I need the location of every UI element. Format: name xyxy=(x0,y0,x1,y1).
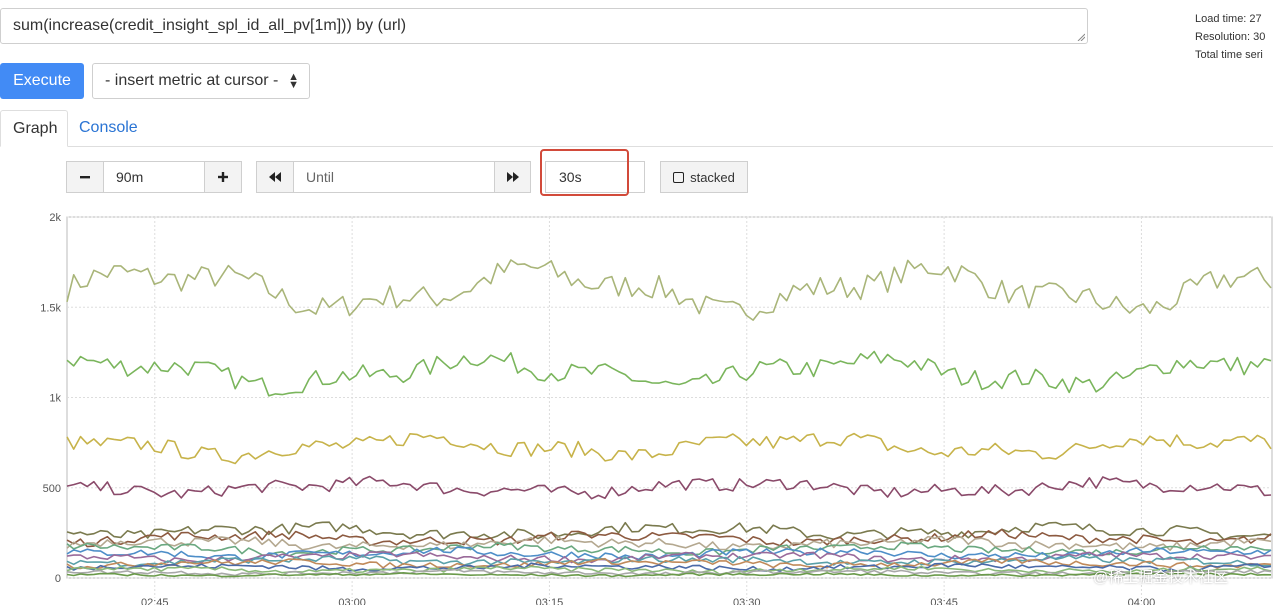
x-tick-label: 03:00 xyxy=(338,597,366,605)
x-tick-label: 03:45 xyxy=(930,597,958,605)
insert-metric-label: - insert metric at cursor - xyxy=(105,72,279,89)
total-series-stat: Total time seri xyxy=(1195,49,1263,61)
execute-button[interactable]: Execute xyxy=(0,63,84,99)
annotation-highlight-box xyxy=(540,149,629,196)
load-time: Load time: 27 xyxy=(1195,13,1262,25)
stacked-toggle-button[interactable]: stacked xyxy=(660,161,748,193)
y-tick-label: 2k xyxy=(49,212,61,224)
until-input[interactable]: Until xyxy=(294,161,494,193)
plus-icon xyxy=(218,172,228,182)
y-tick-label: 1k xyxy=(49,393,61,405)
resize-grip-icon[interactable] xyxy=(1077,33,1085,41)
increase-range-button[interactable] xyxy=(204,161,242,193)
y-tick-label: 0 xyxy=(55,573,61,585)
graph-chart[interactable]: 0 500 1k 1.5k 2k 02:45 03:00 03:15 03:30 03:45 04:… xyxy=(0,205,1273,605)
tab-graph[interactable]: Graph xyxy=(0,110,68,147)
minus-icon xyxy=(80,176,90,179)
earlier-button[interactable] xyxy=(256,161,294,193)
checkbox-icon xyxy=(673,171,685,183)
stacked-label: stacked xyxy=(690,169,735,185)
x-tick-label: 04:00 xyxy=(1128,597,1156,605)
y-tick-label: 1.5k xyxy=(40,302,61,314)
series-line xyxy=(66,551,1272,564)
select-updown-icon: ▲ ▼ xyxy=(288,71,299,91)
series-line xyxy=(66,432,1272,465)
forward-icon xyxy=(506,172,519,182)
series-line xyxy=(66,350,1272,397)
expression-text: sum(increase(credit_insight_spl_id_all_p… xyxy=(13,17,407,34)
x-tick-label: 03:15 xyxy=(536,597,564,605)
insert-metric-select[interactable]: - insert metric at cursor - ▲ ▼ xyxy=(92,63,310,99)
series-line xyxy=(66,565,1272,575)
series-line xyxy=(66,475,1272,500)
range-input[interactable]: 90m xyxy=(104,161,204,193)
resolution-stat: Resolution: 30 xyxy=(1195,31,1266,43)
decrease-range-button[interactable] xyxy=(66,161,104,193)
series-line xyxy=(66,571,1272,578)
later-button[interactable] xyxy=(494,161,531,193)
series-line xyxy=(66,535,1272,552)
y-tick-label: 500 xyxy=(43,483,61,495)
expression-input[interactable]: sum(increase(credit_insight_spl_id_all_p… xyxy=(0,8,1088,44)
series-line xyxy=(66,528,1272,548)
tab-bar: Graph Console xyxy=(0,110,1273,147)
x-tick-label: 03:30 xyxy=(733,597,761,605)
query-stats: Load time: 27 Resolution: 30 Total time … xyxy=(1195,10,1265,64)
watermark-text: @稀土掘金技术社区 xyxy=(1093,569,1229,586)
tab-console[interactable]: Console xyxy=(79,119,138,136)
series-line xyxy=(66,259,1272,321)
x-tick-label: 02:45 xyxy=(141,597,169,605)
series-line xyxy=(66,557,1272,570)
series-line xyxy=(66,562,1272,573)
backward-icon xyxy=(269,172,281,182)
